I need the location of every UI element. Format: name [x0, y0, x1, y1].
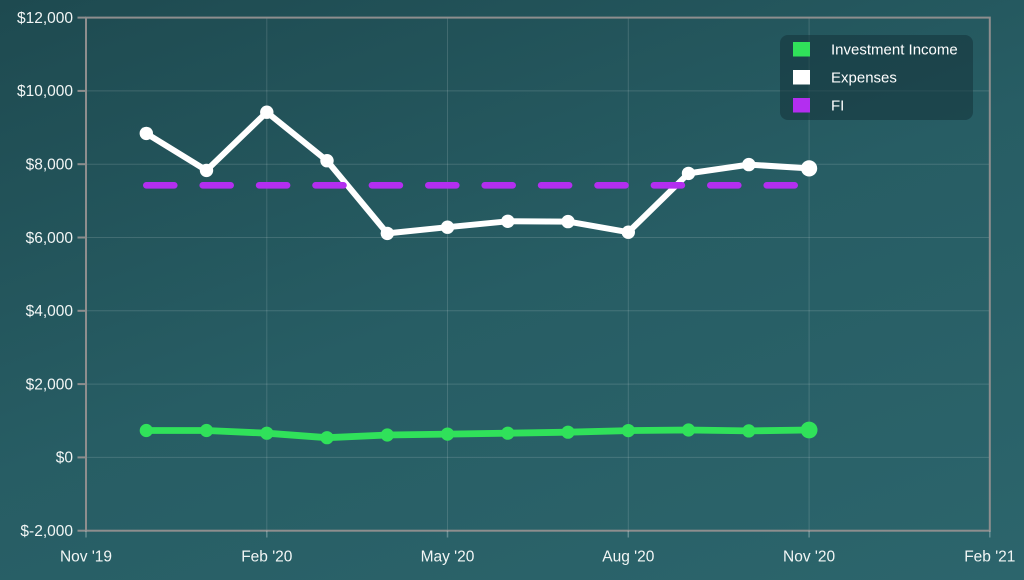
- svg-text:Feb '21: Feb '21: [964, 549, 1015, 566]
- svg-text:$-2,000: $-2,000: [20, 523, 73, 540]
- svg-text:Nov '20: Nov '20: [783, 549, 835, 566]
- svg-text:Investment Income: Investment Income: [831, 42, 958, 59]
- svg-text:FI: FI: [831, 98, 844, 115]
- svg-text:May '20: May '20: [421, 549, 475, 566]
- svg-text:$4,000: $4,000: [26, 303, 74, 320]
- svg-text:$2,000: $2,000: [26, 376, 74, 393]
- svg-text:Aug '20: Aug '20: [602, 549, 654, 566]
- svg-text:$10,000: $10,000: [17, 83, 73, 100]
- svg-text:Feb '20: Feb '20: [241, 549, 293, 566]
- svg-text:Expenses: Expenses: [831, 70, 897, 87]
- svg-text:Nov '19: Nov '19: [60, 549, 112, 566]
- svg-text:$12,000: $12,000: [17, 10, 73, 27]
- svg-text:$6,000: $6,000: [26, 230, 74, 247]
- svg-text:$8,000: $8,000: [26, 157, 74, 174]
- svg-text:$0: $0: [56, 450, 74, 467]
